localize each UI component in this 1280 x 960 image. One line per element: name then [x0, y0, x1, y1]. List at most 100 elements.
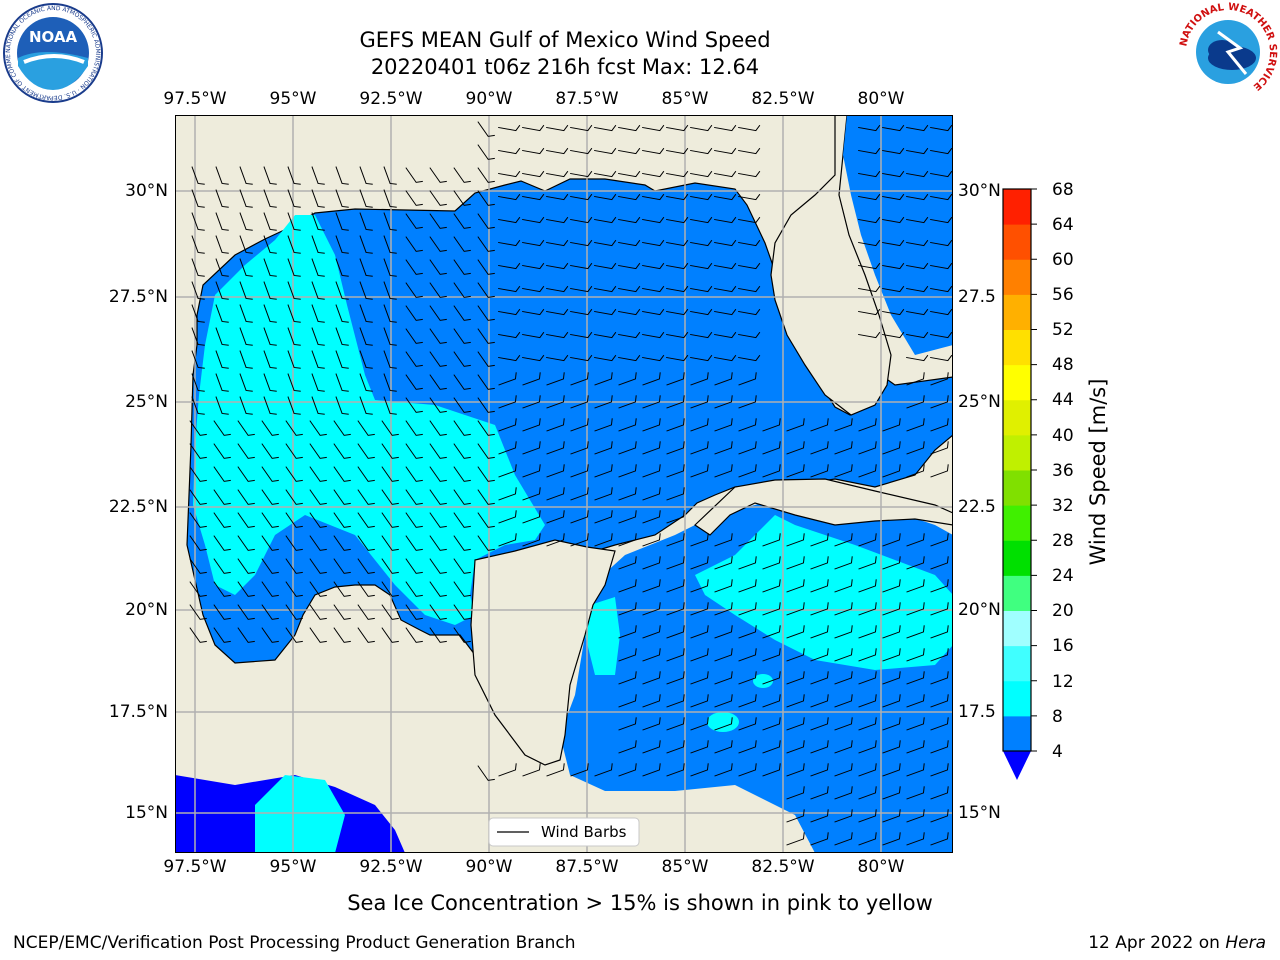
wind-barb	[882, 285, 905, 293]
wind-barb	[738, 331, 761, 339]
wind-barb	[618, 285, 641, 293]
wind-barb	[906, 832, 925, 846]
wind-barb	[762, 579, 781, 593]
lon-label-bottom: 87.5°W	[555, 857, 619, 877]
wind-barb	[666, 239, 689, 247]
wind-barb	[642, 372, 661, 386]
wind-barb	[213, 420, 231, 436]
wind-barb	[191, 258, 205, 277]
wind-barb	[213, 604, 231, 620]
wind-barb	[666, 510, 685, 524]
wind-barb	[309, 512, 327, 528]
wind-barb	[239, 235, 253, 254]
wind-barb	[642, 694, 661, 708]
wind-barb	[285, 466, 303, 482]
wind-barb	[309, 489, 327, 505]
wind-barb	[786, 441, 805, 455]
wind-barb	[666, 418, 685, 432]
wind-barb	[930, 441, 949, 455]
wind-barb	[642, 648, 661, 662]
colorbar-tick-label: 28	[1052, 531, 1074, 551]
wind-barb	[786, 809, 805, 823]
wind-barb	[858, 832, 877, 846]
wind-barb	[498, 216, 521, 224]
wind-barb	[237, 466, 255, 482]
wind-barb	[906, 579, 925, 593]
wind-barb	[357, 558, 375, 574]
wind-barb	[570, 193, 593, 201]
colorbar-tick-label: 60	[1052, 250, 1074, 270]
wind-barb	[383, 212, 397, 231]
wind-barb	[546, 418, 565, 432]
wind-barb	[453, 190, 471, 206]
wind-barb	[237, 604, 255, 620]
wind-barb	[690, 216, 713, 224]
wind-barb	[690, 763, 709, 777]
noaa-text: NOAA	[29, 28, 78, 46]
wind-barb	[642, 533, 661, 547]
wind-barb	[522, 124, 545, 132]
footer-credit: NCEP/EMC/Verification Post Processing Pr…	[13, 933, 576, 953]
wind-barb	[477, 305, 495, 321]
wind-barb	[383, 281, 397, 300]
cyan-region-west	[193, 215, 545, 625]
wind-barb	[263, 235, 277, 254]
wind-barb	[453, 328, 471, 344]
cyan-region-caribbean	[695, 515, 953, 670]
wind-barb	[405, 558, 423, 574]
wind-barb	[738, 372, 757, 386]
wind-barb	[690, 533, 709, 547]
wind-barb	[189, 581, 207, 597]
wind-barb	[714, 740, 733, 754]
wind-barb	[570, 147, 593, 155]
wind-barb	[714, 579, 733, 593]
footer-date: 12 Apr 2022 on Hera	[1088, 933, 1266, 953]
lon-label-bottom: 90°W	[465, 857, 513, 877]
wind-barb	[522, 170, 545, 178]
colorbar-tick-label: 24	[1052, 566, 1074, 586]
wind-barb	[311, 281, 325, 300]
wind-barb	[882, 464, 901, 478]
wind-barb	[594, 418, 613, 432]
colorbar-swatch	[1003, 645, 1031, 682]
wind-barb	[714, 418, 733, 432]
wind-barb	[477, 282, 495, 298]
wind-barb	[311, 235, 325, 254]
wind-barb	[498, 239, 521, 247]
wind-barb	[453, 259, 471, 275]
wind-barb	[906, 602, 925, 616]
wind-barb	[239, 258, 253, 277]
wind-barb	[239, 212, 253, 231]
wind-barb	[333, 489, 351, 505]
wind-barb	[882, 441, 901, 455]
wind-barb	[239, 304, 253, 323]
wind-barb	[335, 235, 349, 254]
lon-label-top: 80°W	[857, 89, 905, 109]
wind-barb	[786, 625, 805, 639]
lon-label-top: 85°W	[661, 89, 709, 109]
wind-barb	[333, 466, 351, 482]
wind-barb	[594, 147, 617, 155]
wind-barb	[570, 487, 589, 501]
wind-barb	[477, 512, 495, 528]
wind-barb	[762, 740, 781, 754]
wind-barb	[311, 373, 325, 392]
wind-barb	[906, 763, 925, 777]
wind-barb	[594, 331, 617, 339]
wind-barb	[429, 581, 447, 597]
wind-barb	[213, 535, 231, 551]
wind-barb	[906, 331, 929, 339]
wind-barb	[333, 512, 351, 528]
wind-barb	[287, 304, 301, 323]
wind-barb	[906, 740, 925, 754]
wind-barb	[738, 579, 757, 593]
wind-barb	[714, 308, 737, 316]
wind-barb	[429, 489, 447, 505]
wind-barb	[642, 740, 661, 754]
wind-barb	[714, 464, 733, 478]
wind-barb	[762, 648, 781, 662]
wind-barb	[429, 374, 447, 390]
wind-barb	[357, 604, 375, 620]
wind-barb	[287, 396, 301, 415]
wind-barb	[690, 285, 713, 293]
